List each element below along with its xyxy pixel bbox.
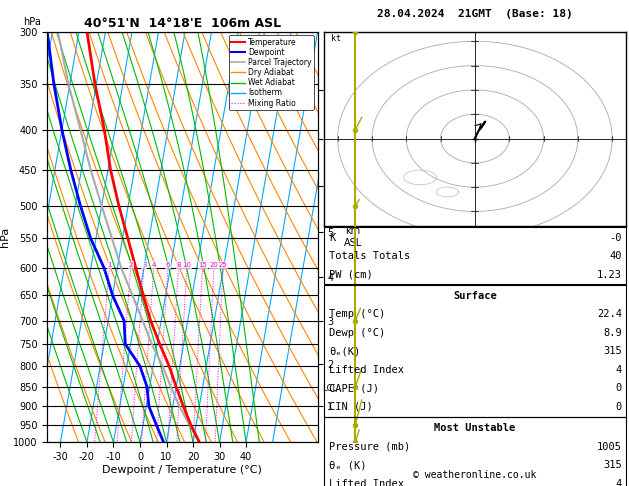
Text: K: K — [329, 233, 335, 243]
Text: θₑ (K): θₑ (K) — [329, 460, 367, 470]
Text: 25: 25 — [219, 262, 228, 268]
Y-axis label: hPa: hPa — [0, 227, 10, 247]
Text: 28.04.2024  21GMT  (Base: 18): 28.04.2024 21GMT (Base: 18) — [377, 9, 573, 19]
Text: 2: 2 — [129, 262, 133, 268]
Text: 15: 15 — [198, 262, 207, 268]
Text: 4: 4 — [616, 479, 622, 486]
Text: 10: 10 — [182, 262, 192, 268]
Text: Dewp (°C): Dewp (°C) — [329, 328, 385, 338]
Text: 6: 6 — [166, 262, 170, 268]
Text: 4: 4 — [616, 365, 622, 375]
Text: 40: 40 — [610, 251, 622, 261]
Text: 315: 315 — [603, 460, 622, 470]
Text: 0: 0 — [616, 402, 622, 412]
Text: Most Unstable: Most Unstable — [434, 423, 516, 433]
Text: 1: 1 — [107, 262, 112, 268]
Text: 20: 20 — [209, 262, 218, 268]
Y-axis label: km
ASL: km ASL — [344, 226, 362, 248]
Text: 1005: 1005 — [597, 442, 622, 451]
Text: 8: 8 — [177, 262, 181, 268]
Text: 22.4: 22.4 — [597, 310, 622, 319]
Text: Pressure (mb): Pressure (mb) — [329, 442, 410, 451]
Text: 0: 0 — [616, 383, 622, 393]
Text: CIN (J): CIN (J) — [329, 402, 373, 412]
Text: Surface: Surface — [453, 291, 497, 301]
X-axis label: Dewpoint / Temperature (°C): Dewpoint / Temperature (°C) — [103, 465, 262, 475]
Text: LCL: LCL — [322, 384, 337, 393]
Text: Temp (°C): Temp (°C) — [329, 310, 385, 319]
Text: Lifted Index: Lifted Index — [329, 479, 404, 486]
Text: -0: -0 — [610, 233, 622, 243]
Text: CAPE (J): CAPE (J) — [329, 383, 379, 393]
Title: 40°51'N  14°18'E  106m ASL: 40°51'N 14°18'E 106m ASL — [84, 17, 281, 31]
Text: © weatheronline.co.uk: © weatheronline.co.uk — [413, 470, 537, 480]
Text: 315: 315 — [603, 347, 622, 356]
Text: PW (cm): PW (cm) — [329, 270, 373, 279]
Text: hPa: hPa — [23, 17, 41, 28]
Legend: Temperature, Dewpoint, Parcel Trajectory, Dry Adiabat, Wet Adiabat, Isotherm, Mi: Temperature, Dewpoint, Parcel Trajectory… — [229, 35, 314, 110]
Text: Totals Totals: Totals Totals — [329, 251, 410, 261]
Text: Lifted Index: Lifted Index — [329, 365, 404, 375]
Text: 4: 4 — [152, 262, 156, 268]
Text: 1.23: 1.23 — [597, 270, 622, 279]
Text: 8.9: 8.9 — [603, 328, 622, 338]
Text: 3: 3 — [142, 262, 147, 268]
Text: kt: kt — [331, 35, 341, 43]
Text: θₑ(K): θₑ(K) — [329, 347, 360, 356]
